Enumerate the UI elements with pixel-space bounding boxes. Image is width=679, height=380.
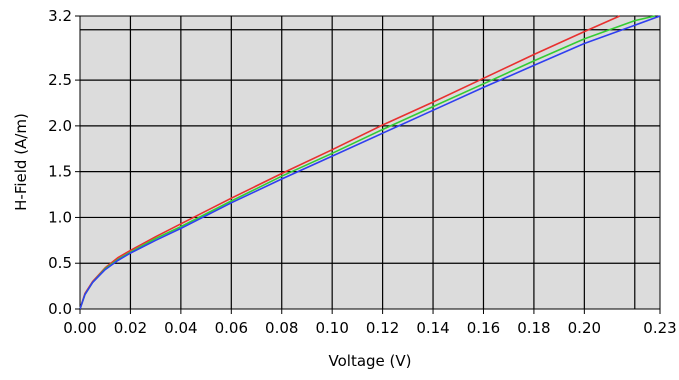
ticks: 0.00 0.02 0.04 0.06 0.08 0.10 0.12 0.14 0.16 0.18… — [48, 7, 677, 337]
x-tick-label: 0.08 — [265, 319, 298, 337]
y-tick-label: 0.5 — [48, 254, 72, 272]
x-tick-label: 0.04 — [164, 319, 197, 337]
x-tick-label: 0.06 — [215, 319, 248, 337]
x-tick-label: 0.18 — [517, 319, 550, 337]
x-tick-label: 0.14 — [416, 319, 449, 337]
plot-area — [79, 15, 661, 310]
series-layer — [79, 15, 661, 310]
x-tick-label: 0.16 — [467, 319, 500, 337]
x-tick-label: 0.20 — [568, 319, 601, 337]
x-tick-label: 0.12 — [366, 319, 399, 337]
y-tick-label: 3.2 — [48, 7, 72, 25]
y-tick-label: 1.0 — [48, 208, 72, 226]
y-tick-label: 2.0 — [48, 117, 72, 135]
x-tick-label: 0.23 — [643, 319, 676, 337]
x-tick-label: 0.00 — [63, 319, 96, 337]
y-tick-label: 0.0 — [48, 300, 72, 318]
grid — [80, 16, 660, 309]
y-tick-label: 1.5 — [48, 163, 72, 181]
x-tick-label: 0.02 — [114, 319, 147, 337]
series-line-3 — [79, 15, 661, 310]
x-axis-label: Voltage (V) — [329, 352, 412, 370]
y-tick-label: 2.5 — [48, 71, 72, 89]
x-tick-label: 0.10 — [315, 319, 348, 337]
y-axis-label: H-Field (A/m) — [12, 113, 30, 211]
